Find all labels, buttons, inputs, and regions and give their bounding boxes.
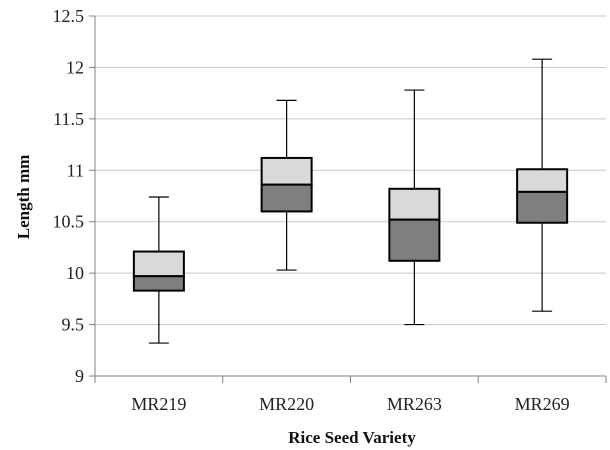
y-tick-label: 9.5 <box>62 315 85 335</box>
y-tick-label: 11 <box>67 160 84 180</box>
box-upper-quartile <box>260 156 313 186</box>
tick-labels: 9 9.5 10 10.5 11 11.5 12 12.5 MR219 MR220 MR263 MR2… <box>53 6 570 414</box>
y-tick-label: 10.5 <box>53 212 85 232</box>
box-mr219 <box>132 196 185 344</box>
box-lower-quartile <box>516 190 569 224</box>
box-upper-quartile <box>516 168 569 193</box>
y-tick-label: 11.5 <box>53 109 84 129</box>
y-tick-label: 10 <box>66 263 84 283</box>
box-mr220 <box>260 99 313 271</box>
axes <box>89 15 607 383</box>
box-upper-quartile <box>388 187 441 221</box>
box-lower-quartile <box>132 275 185 292</box>
x-tick-label: MR219 <box>131 394 186 414</box>
x-tick-label: MR220 <box>259 394 314 414</box>
y-tick-label: 12 <box>66 57 84 77</box>
box-mr263 <box>388 89 441 326</box>
y-axis-title: Length mm <box>14 155 33 240</box>
y-tick-label: 12.5 <box>53 6 85 26</box>
box-upper-quartile <box>132 250 185 278</box>
boxes <box>132 58 569 344</box>
x-axis-title: Rice Seed Variety <box>288 428 416 447</box>
y-tick-label: 9 <box>75 366 84 386</box>
box-lower-quartile <box>388 218 441 262</box>
box-lower-quartile <box>260 183 313 213</box>
x-tick-label: MR263 <box>387 394 442 414</box>
x-tick-label: MR269 <box>515 394 570 414</box>
box-mr269 <box>516 58 569 312</box>
